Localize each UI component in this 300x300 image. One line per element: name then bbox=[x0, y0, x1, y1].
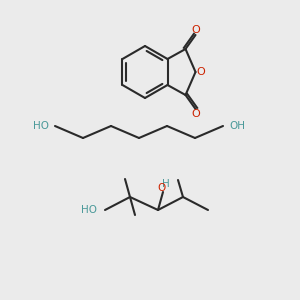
Text: OH: OH bbox=[229, 121, 245, 131]
Text: O: O bbox=[157, 183, 165, 193]
Text: HO: HO bbox=[81, 205, 97, 215]
Text: O: O bbox=[191, 109, 200, 119]
Text: H: H bbox=[162, 179, 170, 189]
Text: O: O bbox=[196, 67, 205, 77]
Text: HO: HO bbox=[33, 121, 49, 131]
Text: O: O bbox=[191, 25, 200, 35]
